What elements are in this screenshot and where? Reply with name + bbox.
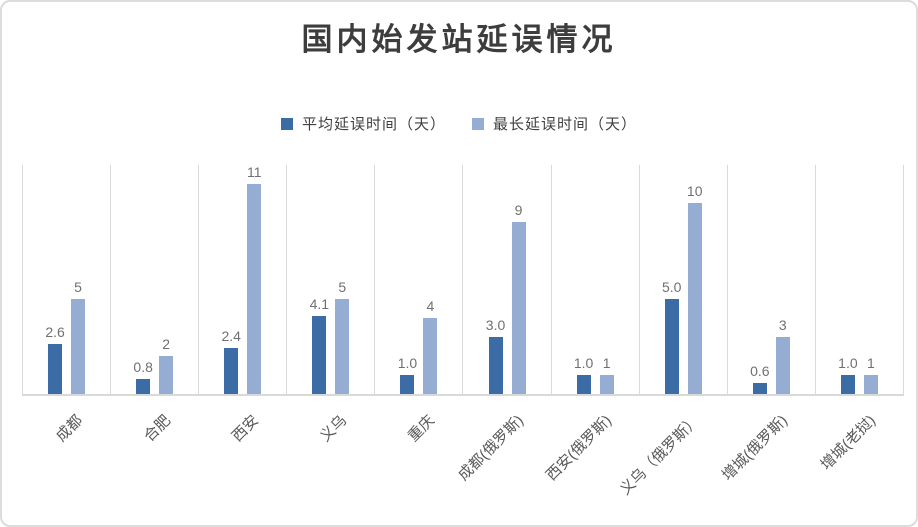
bar-average: 0.6 xyxy=(750,364,770,394)
value-label: 0.8 xyxy=(133,358,153,375)
value-label: 5 xyxy=(74,278,82,295)
plot-area: 2.6 5 0.8 2 2.4 11 4.1 5 1.0 4 3.0 9 1.0 1 5.0 10 0.6 3 1.… xyxy=(22,165,904,396)
bar-maximum: 9 xyxy=(511,203,526,394)
category-column: 3.0 9 xyxy=(462,165,550,394)
chart-title: 国内始发站延误情况 xyxy=(301,22,617,58)
value-label: 1 xyxy=(866,354,875,371)
bar-average: 3.0 xyxy=(486,318,505,394)
category-label: 西安(俄罗斯) xyxy=(542,412,615,485)
value-label: 4 xyxy=(426,297,435,314)
bar-average: 2.4 xyxy=(222,329,241,394)
category-label: 成都 xyxy=(52,412,87,446)
bar-maximum: 10 xyxy=(687,184,702,394)
value-label: 0.6 xyxy=(750,362,770,379)
category-label: 义乌 xyxy=(317,412,351,446)
legend-item-average: 平均延误时间（天） xyxy=(280,113,446,134)
category-label: 合肥 xyxy=(140,412,175,446)
legend: 平均延误时间（天） 最长延误时间（天） xyxy=(2,113,916,134)
bar-maximum: 5 xyxy=(71,280,86,394)
category-column: 1.0 1 xyxy=(550,165,639,394)
category-column: 5.0 10 xyxy=(638,165,727,394)
bar-maximum: 3 xyxy=(775,318,790,394)
category-label: 重庆 xyxy=(405,412,439,446)
bar-average: 1.0 xyxy=(574,356,593,394)
value-label: 11 xyxy=(246,164,262,181)
bar-average: 2.6 xyxy=(45,325,65,394)
legend-swatch-average xyxy=(280,117,293,130)
category-label: 增城(俄罗斯) xyxy=(718,412,791,485)
category-label: 西安 xyxy=(229,412,263,446)
value-label: 1 xyxy=(602,354,611,371)
value-label: 4.1 xyxy=(309,295,330,312)
value-label: 1.0 xyxy=(838,354,858,371)
legend-swatch-maximum xyxy=(472,117,484,130)
category-column: 1.0 1 xyxy=(814,165,903,394)
category-label: 义乌（俄罗斯） xyxy=(616,412,703,499)
category-column: 4.1 5 xyxy=(286,165,374,394)
value-label: 5 xyxy=(338,278,347,295)
category-column: 2.6 5 xyxy=(22,165,110,394)
value-label: 5.0 xyxy=(661,278,682,295)
bar-maximum: 2 xyxy=(159,337,174,394)
value-label: 9 xyxy=(514,202,523,219)
legend-item-maximum: 最长延误时间（天） xyxy=(472,113,637,134)
category-column: 0.8 2 xyxy=(110,165,198,394)
bar-maximum: 1 xyxy=(599,356,614,394)
bar-average: 0.8 xyxy=(133,360,153,394)
value-label: 2.6 xyxy=(45,324,65,341)
value-label: 10 xyxy=(686,183,703,200)
value-label: 2.4 xyxy=(221,328,241,345)
value-label: 3.0 xyxy=(485,316,506,333)
category-label: 增城(老挝) xyxy=(817,412,879,474)
bar-maximum: 1 xyxy=(863,356,878,394)
category-column: 0.6 3 xyxy=(726,165,815,394)
legend-label-average: 平均延误时间（天） xyxy=(301,116,446,133)
value-label: 1.0 xyxy=(397,354,418,371)
category-column: 1.0 4 xyxy=(374,165,462,394)
bar-average: 1.0 xyxy=(398,356,417,394)
bar-average: 1.0 xyxy=(838,356,858,394)
value-label: 1.0 xyxy=(573,354,594,371)
bar-average: 4.1 xyxy=(310,297,329,394)
category-column: 2.4 11 xyxy=(198,165,286,394)
value-label: 3 xyxy=(778,316,787,333)
legend-label-maximum: 最长延误时间（天） xyxy=(493,116,638,133)
category-label: 成都(俄罗斯) xyxy=(454,412,527,485)
bar-maximum: 11 xyxy=(247,165,262,394)
bar-maximum: 5 xyxy=(335,280,350,394)
bar-average: 5.0 xyxy=(662,280,681,394)
x-axis-labels: 成都 合肥 西安 义乌 重庆 成都(俄罗斯) 西安(俄罗斯) 义乌（俄罗斯） 增城(俄罗斯) 增城… xyxy=(22,402,903,520)
value-label: 2 xyxy=(162,335,171,352)
bar-maximum: 4 xyxy=(423,299,438,394)
